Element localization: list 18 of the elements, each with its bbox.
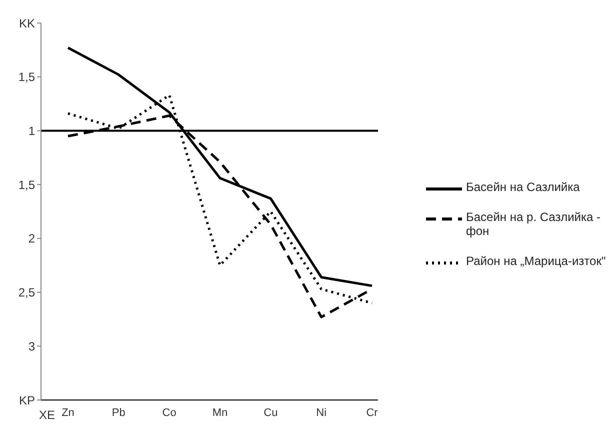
y2-tick-label: 3 xyxy=(28,339,36,354)
x-tick-label: Co xyxy=(162,406,176,419)
legend-label: Район на „Марица-изток" xyxy=(466,254,606,268)
x-axis-title: XE xyxy=(39,408,56,422)
y-tick-label: KK xyxy=(18,16,35,30)
y2-tick-label: 2,5 xyxy=(18,286,36,300)
y2-tick-label: KP xyxy=(18,393,35,408)
x-tick-label: Ni xyxy=(316,406,327,419)
x-tick-label: Cu xyxy=(264,406,278,419)
y-tick-label: 1 xyxy=(28,124,36,138)
legend-label: Басейн на р. Сазлийка - фон xyxy=(466,210,602,238)
y2-tick-label: 2 xyxy=(28,232,36,246)
x-tick-label: Mn xyxy=(212,406,228,419)
y-tick-label: 1,5 xyxy=(18,70,36,84)
x-tick-label: Cr xyxy=(366,406,378,419)
x-tick-label: Pb xyxy=(112,406,126,419)
legend-label: Басейн на Сазлийка xyxy=(466,180,580,194)
x-tick-label: Zn xyxy=(62,406,74,419)
